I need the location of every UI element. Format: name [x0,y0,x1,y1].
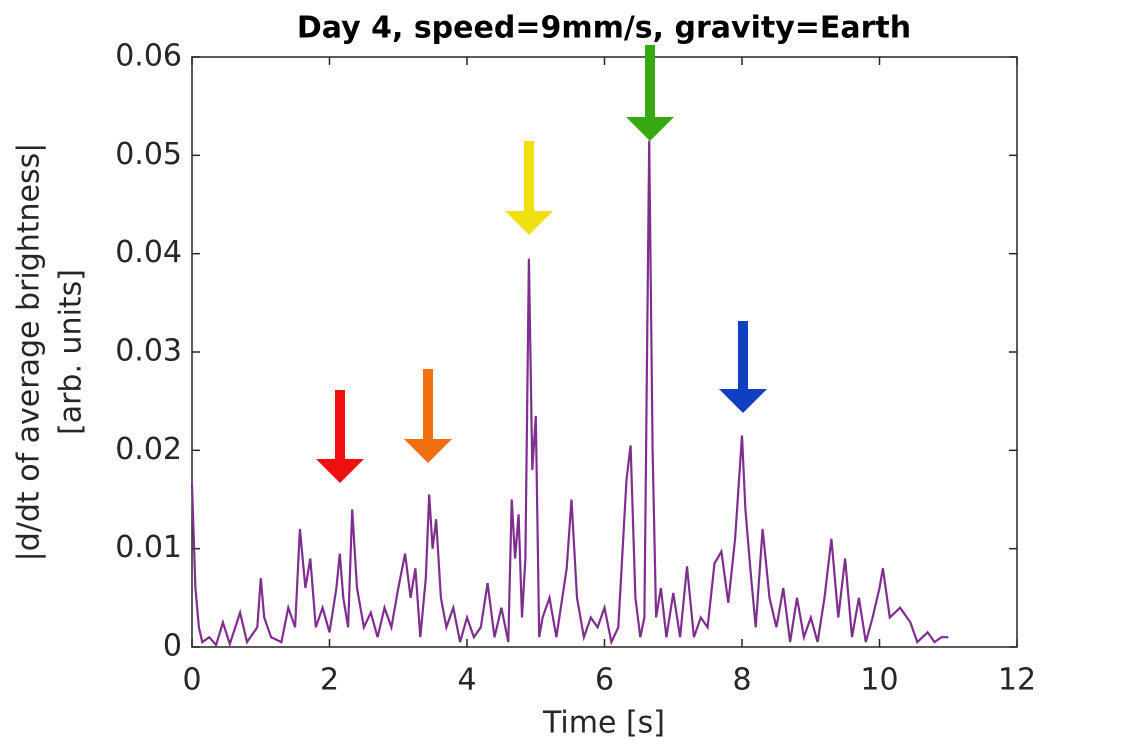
y-tick-label: 0.02 [115,432,182,467]
plot-area [191,56,1018,648]
x-axis-label: Time [s] [542,706,665,741]
x-tick-label: 6 [595,663,614,698]
chart-title: Day 4, speed=9mm/s, gravity=Earth [297,11,911,46]
data-line [190,140,949,648]
y-axis-label: |d/dt of average brightness| [12,143,47,562]
x-tick-label: 2 [320,663,339,698]
y-tick-label: 0.04 [115,235,182,270]
x-tick-label: 0 [182,663,201,698]
y-tick-label: 0.05 [115,137,182,172]
arrow [626,45,674,141]
y-tick-label: 0.03 [115,334,182,369]
y-axis-label: [arb. units] [54,269,89,435]
arrows [316,45,767,483]
x-tick-label: 12 [998,663,1036,698]
y-tick-label: 0 [163,629,182,664]
y-tick-label: 0.01 [115,530,182,565]
x-tick-label: 4 [457,663,476,698]
y-tick-label: 0.06 [115,39,182,74]
arrow [404,369,452,463]
x-tick-label: 10 [860,663,898,698]
arrow [316,390,364,483]
x-tick-label: 8 [732,663,751,698]
arrow [719,321,767,413]
arrow [505,141,553,235]
